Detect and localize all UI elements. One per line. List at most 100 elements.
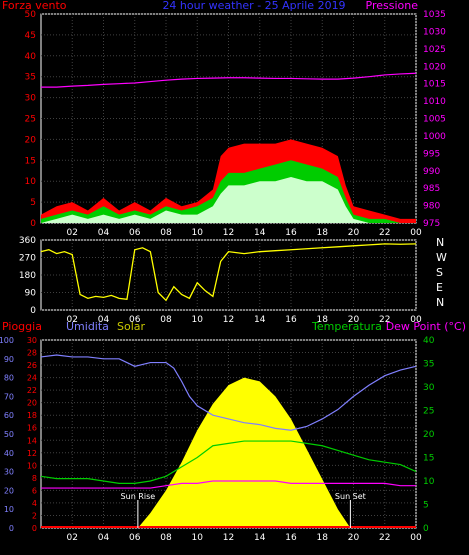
compass-label: E — [436, 281, 443, 294]
wind-pressure-panel: Forza vento 24 hour weather - 25 Aprile … — [2, 0, 446, 238]
humidity-y-tick-label: 10 — [4, 505, 14, 514]
rain-x-tick-label: 16 — [285, 533, 297, 543]
wind-left-axis-label: Forza vento — [2, 0, 67, 12]
rain-x-tick-label: 04 — [98, 533, 110, 543]
rain-x-tick-label: 22 — [379, 533, 390, 543]
temperature-label: Temperatura — [311, 320, 382, 333]
direction-x-tick-label: 20 — [348, 315, 360, 325]
wind-x-tick-label: 12 — [223, 228, 234, 238]
rain-x-tick-label: 14 — [254, 533, 266, 543]
direction-x-tick-label: 22 — [379, 315, 390, 325]
pressure-y-tick-label: 1020 — [423, 62, 446, 72]
solar-radiation-area — [137, 377, 351, 528]
temp-y-tick-label: 10 — [423, 477, 435, 487]
wind-y-tick-label: 35 — [25, 73, 36, 83]
rain-y-tick-label: 22 — [27, 386, 37, 395]
humidity-label: Umidita — [66, 320, 109, 333]
direction-x-tick-label: 16 — [285, 315, 297, 325]
rain-y-tick-label: 14 — [27, 436, 37, 445]
rain-y-tick-label: 0 — [32, 524, 37, 533]
wind-direction-line — [40, 243, 417, 302]
wind-x-tick-label: 08 — [160, 228, 172, 238]
temp-y-tick-label: 40 — [423, 336, 435, 346]
pressure-series-line — [41, 72, 417, 88]
direction-y-tick-label: 360 — [19, 236, 36, 246]
direction-x-tick-label: 14 — [254, 315, 266, 325]
rain-y-tick-label: 18 — [27, 411, 37, 420]
rain-y-tick-label: 16 — [27, 424, 37, 433]
wind-x-tick-label: 10 — [192, 228, 204, 238]
temp-y-tick-label: 25 — [423, 407, 434, 417]
wind-x-tick-label: 18 — [317, 228, 329, 238]
wind-x-tick-label: 06 — [129, 228, 141, 238]
humidity-y-tick-label: 100 — [0, 336, 14, 345]
temp-y-tick-label: 30 — [423, 383, 435, 393]
rain-y-tick-label: 8 — [32, 474, 37, 483]
temperature-line — [40, 440, 417, 484]
wind-y-tick-label: 30 — [25, 94, 37, 104]
pressure-y-tick-label: 975 — [423, 219, 440, 229]
direction-x-tick-label: 06 — [129, 315, 141, 325]
rain-x-tick-label: 08 — [160, 533, 172, 543]
rain-y-tick-label: 6 — [32, 486, 37, 495]
humidity-y-tick-label: 60 — [4, 411, 14, 420]
direction-x-tick-label: 00 — [410, 315, 422, 325]
rain-x-tick-label: 06 — [129, 533, 141, 543]
humidity-y-tick-label: 70 — [4, 392, 14, 401]
rain-x-tick-label: 02 — [67, 533, 78, 543]
wind-y-tick-label: 25 — [25, 115, 36, 125]
rain-y-tick-label: 26 — [27, 361, 37, 370]
direction-x-tick-label: 12 — [223, 315, 234, 325]
pressure-y-tick-label: 1000 — [423, 132, 446, 142]
direction-x-tick-label: 02 — [67, 315, 78, 325]
direction-y-tick-label: 270 — [19, 254, 36, 264]
rain-humidity-panel: Pioggia Umidita Solar Temperatura Dew Po… — [0, 320, 466, 543]
pressure-y-tick-label: 1005 — [423, 115, 446, 125]
pressure-y-tick-label: 1015 — [423, 80, 446, 90]
rain-x-tick-label: 20 — [348, 533, 360, 543]
pressure-y-tick-label: 1030 — [423, 27, 446, 37]
pressure-y-tick-label: 995 — [423, 149, 440, 159]
rain-x-tick-label: 18 — [317, 533, 329, 543]
direction-y-tick-label: 0 — [30, 306, 36, 316]
pressure-y-tick-label: 1010 — [423, 97, 446, 107]
direction-y-tick-label: 180 — [19, 271, 36, 281]
rain-y-tick-label: 24 — [27, 374, 37, 383]
wind-x-tick-label: 00 — [410, 228, 422, 238]
wind-y-tick-label: 10 — [25, 177, 37, 187]
rain-x-tick-label: 12 — [223, 533, 234, 543]
sun-set-label: Sun Set — [335, 492, 366, 501]
rain-y-tick-label: 10 — [27, 461, 37, 470]
rain-y-tick-label: 4 — [32, 499, 37, 508]
wind-y-tick-label: 5 — [30, 198, 36, 208]
rain-label: Pioggia — [2, 320, 42, 333]
temp-y-tick-label: 15 — [423, 454, 434, 464]
humidity-y-tick-label: 30 — [4, 468, 14, 477]
humidity-y-tick-label: 80 — [4, 374, 14, 383]
wind-right-axis-label: Pressione — [366, 0, 419, 12]
rain-y-tick-label: 28 — [27, 349, 37, 358]
pressure-y-tick-label: 990 — [423, 167, 440, 177]
direction-x-tick-label: 10 — [192, 315, 204, 325]
pressure-y-tick-label: 1025 — [423, 45, 446, 55]
rain-y-tick-label: 20 — [27, 399, 37, 408]
direction-x-tick-label: 04 — [98, 315, 110, 325]
wind-x-tick-label: 20 — [348, 228, 360, 238]
wind-y-tick-label: 45 — [25, 31, 36, 41]
rain-x-tick-label: 10 — [192, 533, 204, 543]
temp-y-tick-label: 0 — [423, 524, 429, 534]
wind-y-tick-label: 40 — [25, 52, 37, 62]
humidity-y-tick-label: 40 — [4, 449, 14, 458]
wind-y-tick-label: 50 — [25, 10, 37, 20]
humidity-y-tick-label: 0 — [9, 524, 14, 533]
dew-point-label: Dew Point (°C) — [386, 320, 466, 333]
wind-x-tick-label: 16 — [285, 228, 297, 238]
temp-y-tick-label: 35 — [423, 360, 434, 370]
compass-label: S — [436, 266, 443, 279]
compass-label: N — [436, 296, 444, 309]
wind-x-tick-label: 02 — [67, 228, 78, 238]
wind-x-tick-label: 14 — [254, 228, 266, 238]
rain-y-tick-label: 30 — [27, 336, 37, 345]
